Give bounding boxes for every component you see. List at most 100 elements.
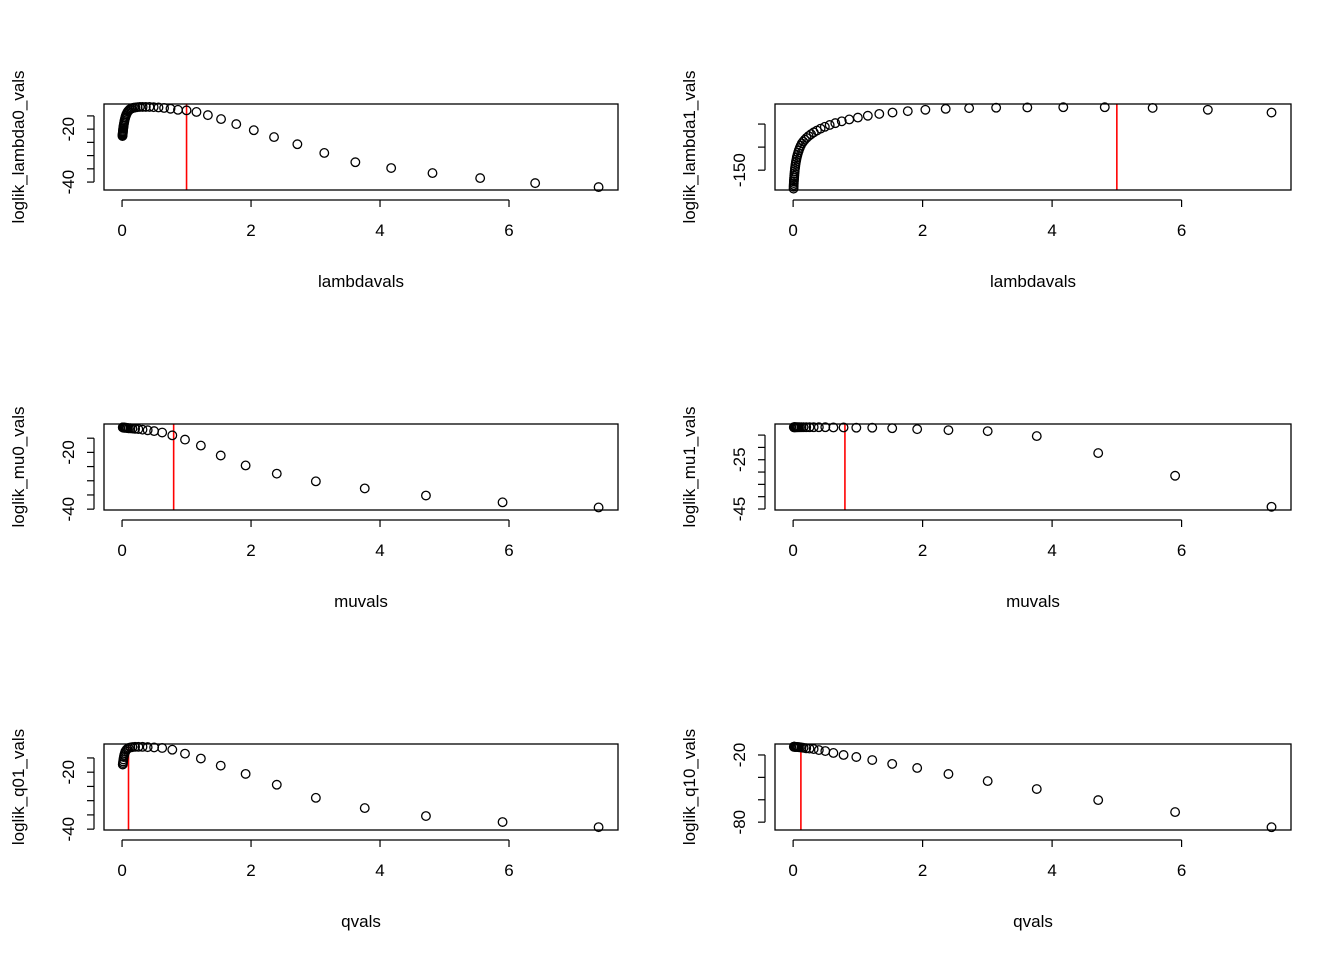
data-point: [1031, 431, 1042, 442]
data-point: [820, 746, 831, 757]
data-point: [1058, 102, 1069, 113]
plot-box: [774, 743, 1292, 831]
y-tick-label: -150: [730, 153, 749, 187]
data-point: [798, 422, 809, 433]
data-point: [1031, 784, 1042, 794]
data-point: [887, 107, 898, 118]
data-point: [912, 424, 923, 435]
data-point: [215, 760, 226, 771]
x-tick-label: 0: [117, 861, 126, 880]
data-point: [271, 468, 282, 479]
data-point: [133, 741, 144, 752]
data-point: [420, 490, 431, 501]
y-tick-label: -40: [59, 817, 78, 842]
plot-box: [103, 743, 619, 831]
y-axis-label: loglik_lambda1_vals: [680, 70, 699, 223]
panel-loglik-lambda1-vals: 0 2 4 6 lambdavals -150 loglik_lambda1_vals: [680, 70, 1292, 291]
x-tick-label: 2: [918, 221, 927, 240]
data-point: [1170, 470, 1181, 481]
data-point: [982, 776, 993, 787]
panel-loglik-lambda0-vals: 0 2 4 6 lambdavals -20 -40 loglik_lambda0_vals: [9, 70, 619, 291]
data-point: [350, 157, 361, 168]
data-point: [386, 163, 397, 173]
x-tick-label: 6: [504, 541, 513, 560]
data-point: [167, 430, 178, 441]
x-tick-label: 2: [246, 221, 255, 240]
data-point: [1266, 822, 1277, 833]
data-point: [231, 119, 242, 130]
data-point: [167, 744, 178, 755]
x-tick-label: 0: [788, 221, 797, 240]
data-point: [319, 148, 330, 158]
y-tick-label: -20: [730, 743, 749, 768]
data-point: [813, 745, 824, 755]
data-point: [137, 424, 148, 435]
data-point: [157, 427, 168, 438]
y-tick-label: -45: [730, 497, 749, 522]
data-point: [497, 817, 508, 827]
data-point: [874, 108, 885, 119]
panel-loglik-q01-vals: 0 2 4 6 qvals -20 -40 loglik_q01_vals: [9, 729, 619, 931]
data-point: [180, 434, 190, 445]
data-point: [887, 423, 898, 434]
y-axis-label: loglik_mu1_vals: [680, 407, 699, 528]
y-tick-label: -25: [730, 447, 749, 472]
x-tick-label: 0: [788, 541, 797, 560]
data-point: [181, 105, 192, 116]
x-tick-label: 6: [504, 861, 513, 880]
data-point: [191, 106, 202, 117]
data-point: [142, 425, 153, 436]
data-point: [830, 118, 841, 129]
data-point: [838, 750, 849, 760]
data-point: [964, 103, 975, 114]
data-point: [269, 132, 279, 143]
data-point: [475, 173, 486, 184]
data-point: [836, 116, 847, 127]
data-point: [215, 450, 226, 461]
plot-box: [774, 103, 1292, 191]
data-point: [912, 763, 923, 773]
data-point: [1093, 795, 1104, 806]
data-point: [1022, 102, 1033, 113]
data-point: [819, 121, 830, 132]
data-point: [824, 120, 835, 130]
data-point: [497, 497, 508, 508]
x-tick-label: 4: [375, 541, 384, 560]
data-point: [813, 422, 824, 433]
data-point: [808, 422, 819, 433]
x-axis-label: lambdavals: [990, 272, 1076, 291]
y-tick-label: -20: [59, 760, 78, 785]
data-point: [240, 768, 251, 779]
data-point: [137, 101, 148, 112]
data-point: [1093, 448, 1104, 459]
data-point: [940, 103, 951, 114]
data-point: [248, 125, 259, 136]
data-point: [982, 426, 993, 437]
x-axis-label: muvals: [1006, 592, 1060, 611]
data-point: [943, 769, 954, 779]
y-tick-label: -40: [59, 497, 78, 522]
data-point: [359, 803, 370, 814]
data-point: [271, 779, 282, 790]
data-point: [828, 748, 839, 758]
x-tick-label: 0: [117, 221, 126, 240]
data-point: [920, 104, 931, 115]
data-point: [216, 114, 227, 125]
data-point: [1266, 501, 1277, 512]
data-point: [427, 168, 438, 179]
plot-box: [103, 103, 619, 191]
data-point: [862, 110, 873, 121]
x-axis-label: qvals: [341, 912, 381, 931]
data-point: [828, 422, 839, 433]
y-axis-label: loglik_mu0_vals: [9, 407, 28, 528]
data-point: [887, 758, 898, 769]
data-point: [801, 422, 812, 433]
panel-loglik-mu1-vals: 0 2 4 6 muvals -25 -45 loglik_mu1_vals: [680, 407, 1292, 611]
data-point: [1099, 102, 1110, 113]
data-point: [838, 422, 849, 433]
data-point: [130, 741, 141, 752]
data-point: [808, 744, 819, 754]
x-tick-label: 6: [1177, 541, 1186, 560]
panel-loglik-mu0-vals: 0 2 4 6 muvals -20 -40 loglik_mu0_vals: [9, 407, 619, 611]
data-point: [148, 102, 159, 113]
